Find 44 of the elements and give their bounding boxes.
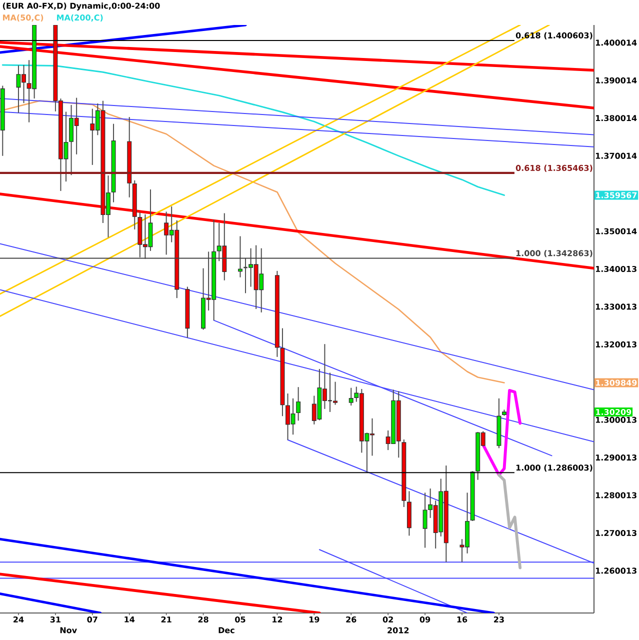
line-series bbox=[2, 64, 505, 196]
x-tick-label: 26 bbox=[346, 616, 356, 623]
x-tick-label: 28 bbox=[198, 616, 208, 623]
candlestick bbox=[348, 387, 354, 406]
x-tick-label: 23 bbox=[494, 616, 504, 623]
candlestick bbox=[296, 386, 301, 422]
y-tick-label: 1.340013 bbox=[596, 266, 636, 272]
text: MA(50,C) bbox=[3, 14, 44, 22]
x-tick-label: 02 bbox=[382, 616, 393, 623]
text: 1.309849 bbox=[596, 380, 637, 386]
text: Nov bbox=[60, 627, 77, 634]
ref-line-label: 1.000 (1.342863) bbox=[516, 250, 592, 258]
y-tick-label: 1.280013 bbox=[596, 492, 636, 498]
y-tick-label: 1.290013 bbox=[596, 454, 636, 461]
chart-title: (EUR A0-FX,D) Dynamic,0:00-24:00 bbox=[2, 2, 160, 10]
y-tick-label: 1.300013 bbox=[596, 416, 636, 423]
y-tick-label: 1.380014 bbox=[596, 115, 637, 122]
ref-line-label: 1.000 (1.286003) bbox=[516, 464, 592, 472]
text: 1.30209 bbox=[596, 408, 632, 416]
candlestick bbox=[327, 372, 333, 412]
text: Dec bbox=[218, 627, 234, 634]
x-tick-label: 31 bbox=[50, 616, 60, 623]
x-tick-label: 07 bbox=[87, 616, 98, 623]
line-series bbox=[497, 473, 522, 570]
y-tick-label: 1.350014 bbox=[596, 228, 637, 234]
ref-line-label: 0.618 (1.365463) bbox=[516, 164, 592, 172]
x-tick-label: 14 bbox=[124, 616, 135, 622]
text: MA(200,C) bbox=[57, 14, 103, 22]
x-tick-label: 12 bbox=[272, 616, 282, 622]
x-tick-label: 16 bbox=[457, 616, 468, 622]
x-tick-label: 21 bbox=[161, 616, 172, 622]
x-tick-label: 05 bbox=[235, 616, 246, 623]
y-tick-label: 1.400014 bbox=[596, 40, 637, 46]
y-tick-label: 1.260013 bbox=[596, 568, 636, 574]
y-tick-label: 1.390014 bbox=[596, 77, 637, 84]
y-tick-label: 1.320013 bbox=[596, 341, 636, 348]
x-tick-label: 09 bbox=[420, 616, 430, 623]
y-tick-label: 1.370014 bbox=[596, 152, 637, 159]
x-tick-label: 24 bbox=[14, 616, 24, 622]
y-tick-label: 1.330013 bbox=[596, 304, 636, 310]
x-tick-label: 19 bbox=[309, 616, 320, 622]
text: 2012 bbox=[388, 627, 409, 634]
text: 1.359567 bbox=[596, 192, 637, 198]
y-tick-label: 1.270013 bbox=[596, 530, 636, 536]
